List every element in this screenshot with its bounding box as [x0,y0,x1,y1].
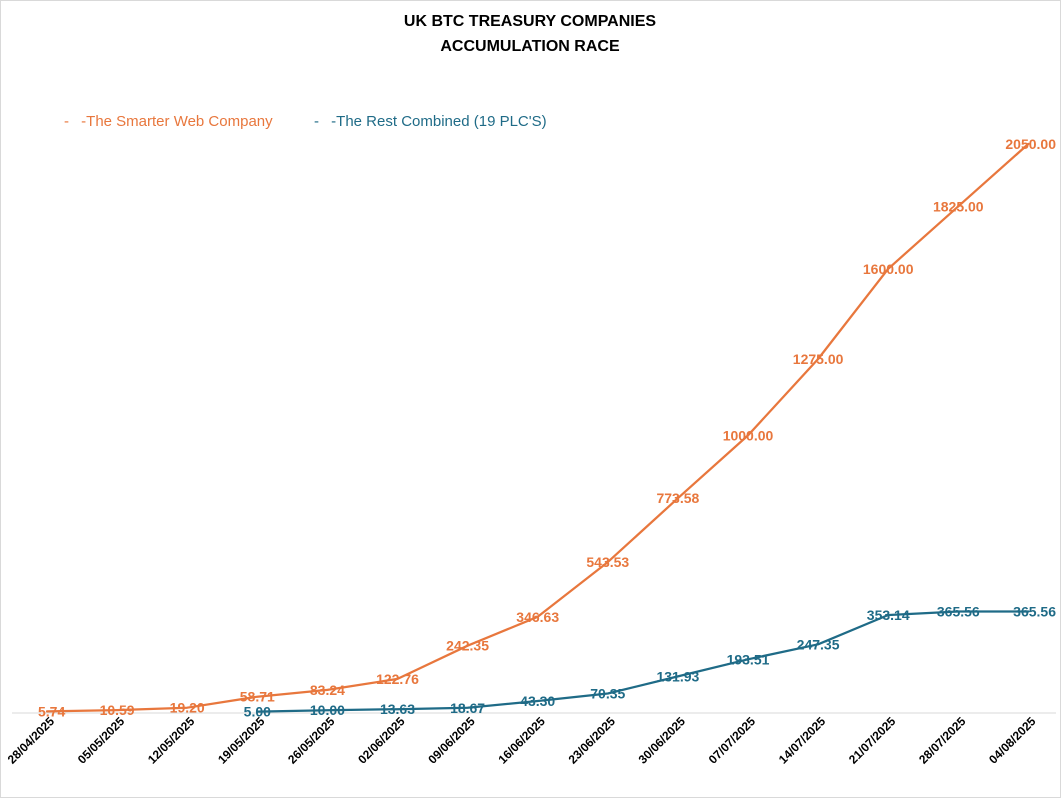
legend: - -The Smarter Web Company - -The Rest C… [64,113,547,130]
data-label-smarter-web: 5.74 [38,703,65,719]
legend-entry-rest-combined: - -The Rest Combined (19 PLC'S) [314,113,547,130]
data-label-smarter-web: 10.59 [100,702,135,718]
data-label-rest-combined: 70.35 [590,685,625,701]
data-label-smarter-web: 19.20 [170,700,205,716]
data-label-smarter-web: 58.71 [240,689,275,705]
data-label-smarter-web: 1275.00 [793,351,844,367]
data-labels: 5.74 10.59 19.20 58.71 83.24 122.76 242.35 346.… [38,136,1056,720]
data-label-smarter-web: 1600.00 [863,261,914,277]
data-label-smarter-web: 1825.00 [933,198,984,214]
data-label-rest-combined: 18.67 [450,700,485,716]
data-label-smarter-web: 346.63 [516,609,559,625]
data-label-rest-combined: 353.14 [867,607,910,623]
data-label-smarter-web: 2050.00 [1005,136,1056,152]
data-label-rest-combined: 43.30 [520,693,555,709]
data-label-smarter-web: 773.58 [656,490,699,506]
legend-label-smarter-web: -The Smarter Web Company [81,113,273,130]
data-label-rest-combined: 131.93 [656,668,699,684]
data-label-smarter-web: 1000.00 [723,427,774,443]
data-label-smarter-web: 543.53 [586,554,629,570]
chart-title-line-2: ACCUMULATION RACE [440,38,620,55]
data-label-rest-combined: 365.56 [1013,604,1056,620]
data-label-rest-combined: 193.51 [727,651,770,667]
series-lines [45,142,1030,713]
data-label-rest-combined: 10.00 [310,702,345,718]
data-label-rest-combined: 13.63 [380,701,415,717]
series-line-rest-combined [256,610,1030,713]
data-label-rest-combined: 365.56 [937,604,980,620]
chart-title-line-1: UK BTC TREASURY COMPANIES [404,13,656,30]
legend-label-rest-combined: -The Rest Combined (19 PLC'S) [331,113,546,130]
data-label-smarter-web: 83.24 [310,682,345,698]
data-label-smarter-web: 122.76 [376,671,419,687]
legend-entry-smarter-web: - -The Smarter Web Company [64,113,273,130]
legend-marker-rest-combined: - [314,113,323,130]
data-label-smarter-web: 242.35 [446,638,489,654]
data-label-rest-combined: 247.35 [797,636,840,652]
legend-marker-smarter-web: - [64,113,73,130]
data-label-rest-combined: 5.00 [244,704,271,720]
series-line-smarter-web [45,142,1030,713]
